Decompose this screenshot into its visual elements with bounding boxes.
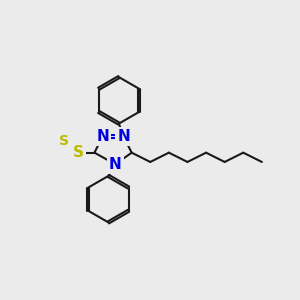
- Text: N: N: [96, 129, 109, 144]
- Text: S: S: [73, 145, 84, 160]
- Text: N: N: [117, 129, 130, 144]
- Text: S: S: [59, 134, 69, 148]
- Text: N: N: [109, 157, 122, 172]
